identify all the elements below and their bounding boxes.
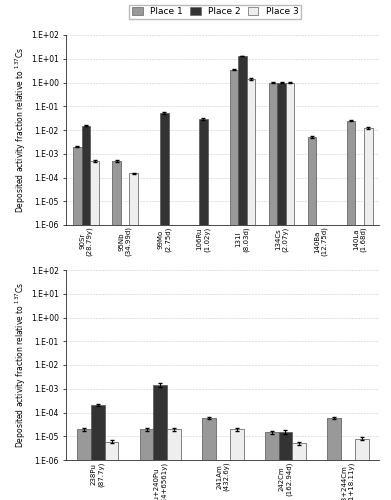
- Bar: [327, 418, 341, 500]
- Bar: [82, 126, 90, 500]
- Bar: [129, 174, 138, 500]
- Bar: [167, 429, 181, 500]
- Bar: [199, 118, 208, 500]
- Bar: [230, 70, 238, 500]
- Bar: [77, 429, 91, 500]
- Legend: Place 1, Place 2, Place 3: Place 1, Place 2, Place 3: [129, 4, 301, 19]
- Bar: [247, 79, 255, 500]
- Bar: [286, 82, 294, 500]
- Bar: [105, 442, 118, 500]
- Y-axis label: Deposited activity fraction relative to $^{137}$Cs: Deposited activity fraction relative to …: [14, 282, 28, 448]
- Text: (a): (a): [215, 319, 231, 329]
- Bar: [265, 432, 278, 500]
- Bar: [202, 418, 216, 500]
- Bar: [364, 128, 373, 500]
- Bar: [91, 406, 105, 500]
- Bar: [269, 82, 277, 500]
- Bar: [308, 137, 316, 500]
- Bar: [153, 384, 167, 500]
- Bar: [278, 432, 292, 500]
- Y-axis label: Deposited activity fraction relative to $^{137}$Cs: Deposited activity fraction relative to …: [14, 47, 28, 213]
- Bar: [277, 82, 286, 500]
- Bar: [238, 56, 247, 500]
- Bar: [73, 146, 82, 500]
- Bar: [292, 444, 306, 500]
- Bar: [140, 429, 153, 500]
- Bar: [160, 114, 169, 500]
- Bar: [230, 429, 244, 500]
- Bar: [90, 161, 99, 500]
- Bar: [112, 161, 121, 500]
- Bar: [355, 438, 369, 500]
- Bar: [347, 120, 355, 500]
